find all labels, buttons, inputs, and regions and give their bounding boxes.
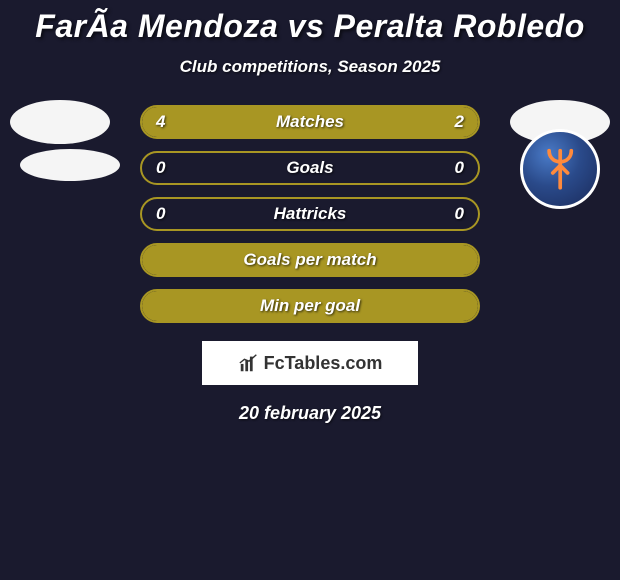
stat-row: 4 2 Matches	[0, 105, 620, 139]
stat-value-right: 0	[455, 204, 464, 224]
stat-label: Goals	[286, 158, 333, 178]
stat-value-left: 4	[156, 112, 165, 132]
stat-label: Hattricks	[274, 204, 347, 224]
avatar-left	[20, 149, 120, 181]
comparison-card: FarÃ­a Mendoza vs Peralta Robledo Club c…	[0, 0, 620, 424]
stat-bar: Min per goal	[140, 289, 480, 323]
stat-bar: 0 0 Goals	[140, 151, 480, 185]
date-label: 20 february 2025	[0, 403, 620, 424]
stat-row: 0 0 Hattricks	[0, 197, 620, 231]
stat-label: Min per goal	[260, 296, 360, 316]
stat-value-right: 2	[455, 112, 464, 132]
brand-box: FcTables.com	[202, 341, 418, 385]
brand-label: FcTables.com	[264, 353, 383, 374]
stat-label: Goals per match	[243, 250, 376, 270]
stat-rows: 4 2 Matches 0 0 Goals 0 0 Hattricks Goals per mat…	[0, 105, 620, 323]
stat-value-left: 0	[156, 158, 165, 178]
stat-bar: Goals per match	[140, 243, 480, 277]
stat-bar: 4 2 Matches	[140, 105, 480, 139]
subtitle: Club competitions, Season 2025	[0, 57, 620, 77]
stat-row: 0 0 Goals	[0, 151, 620, 185]
stat-row: Goals per match	[0, 243, 620, 277]
trident-icon	[538, 147, 582, 191]
chart-icon	[238, 352, 260, 374]
stat-label: Matches	[276, 112, 344, 132]
stat-row: Min per goal	[0, 289, 620, 323]
avatar-left	[10, 100, 110, 144]
page-title: FarÃ­a Mendoza vs Peralta Robledo	[0, 8, 620, 45]
stat-value-right: 0	[455, 158, 464, 178]
stat-value-left: 0	[156, 204, 165, 224]
stat-bar: 0 0 Hattricks	[140, 197, 480, 231]
